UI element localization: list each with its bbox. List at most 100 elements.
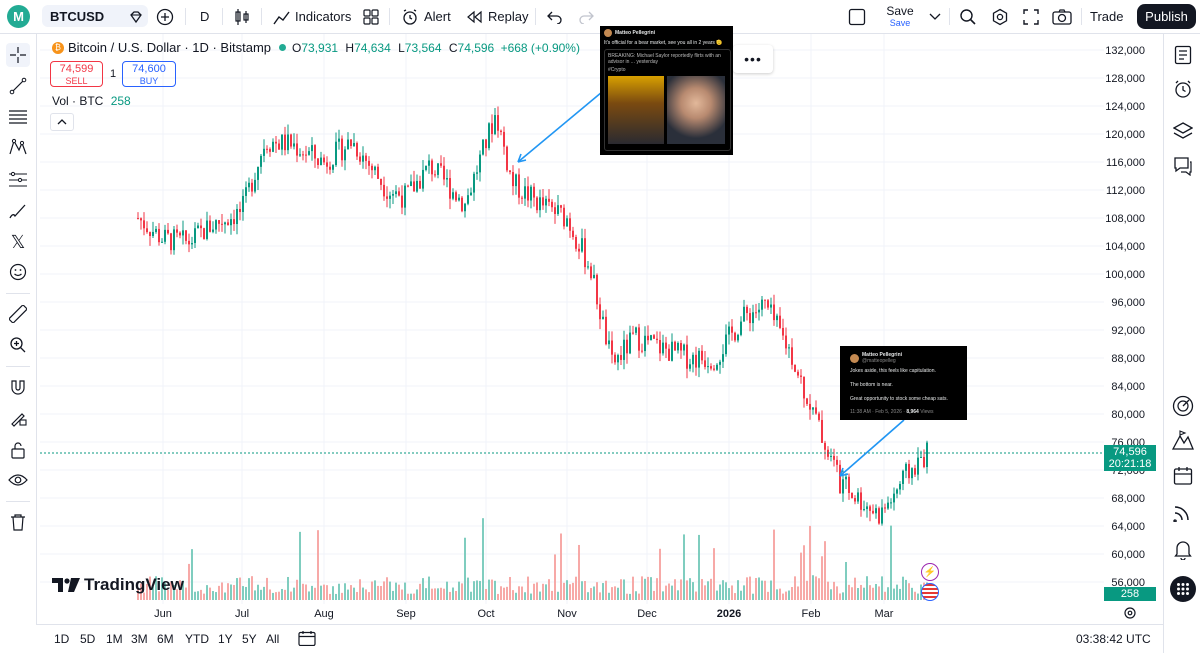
settings-icon[interactable]	[991, 0, 1009, 33]
publish-button[interactable]: Publish	[1137, 4, 1196, 29]
x-icon[interactable]: 𝕏	[10, 231, 26, 252]
pattern-icon[interactable]	[6, 135, 30, 159]
us-flag-icon[interactable]	[921, 583, 939, 601]
candle-body	[266, 148, 268, 150]
candles-icon[interactable]	[234, 0, 250, 33]
replay-button[interactable]: Replay	[488, 9, 529, 24]
symbol-title[interactable]: Bitcoin / U.S. Dollar · 1D · Bitstamp	[68, 40, 271, 55]
candle-body	[770, 304, 772, 308]
volume-bar	[626, 593, 628, 600]
chevron-down-icon[interactable]	[929, 0, 941, 33]
candle-body	[773, 304, 775, 321]
volume-bar	[878, 586, 880, 600]
volume-bar	[167, 589, 169, 600]
volume-bar	[770, 580, 772, 600]
candle-body	[851, 492, 853, 499]
candle-body	[668, 348, 670, 361]
volume-bar	[488, 579, 490, 600]
brush-icon[interactable]	[6, 199, 30, 223]
unlock-icon[interactable]	[6, 438, 30, 462]
volume-legend: Vol · BTC 258	[52, 94, 131, 108]
chat-icon[interactable]	[1171, 154, 1195, 178]
buy-button[interactable]: 74,600 BUY	[122, 61, 176, 87]
quick-search-icon[interactable]	[959, 0, 977, 33]
target-icon[interactable]	[1171, 394, 1195, 418]
timeframe-5y[interactable]: 5Y	[242, 632, 257, 646]
utc-clock[interactable]: 03:38:42 UTC	[1076, 632, 1151, 646]
calendar-icon[interactable]	[1171, 464, 1195, 488]
eye-icon[interactable]	[6, 468, 30, 492]
more-options-icon[interactable]: •••	[733, 45, 773, 73]
undo-icon[interactable]	[547, 0, 563, 33]
timeframe-1y[interactable]: 1Y	[218, 632, 233, 646]
replay-icon[interactable]	[466, 0, 482, 33]
indicators-icon[interactable]	[273, 0, 291, 33]
trade-button[interactable]: Trade	[1090, 9, 1124, 24]
crosshair-icon[interactable]	[6, 43, 30, 67]
trend-line-icon[interactable]	[6, 74, 30, 98]
candle-body	[473, 173, 475, 193]
alert-icon[interactable]	[401, 0, 419, 33]
timeframe-ytd[interactable]: YTD	[185, 632, 209, 646]
interval-button[interactable]: D	[200, 9, 210, 24]
projection-icon[interactable]	[6, 167, 30, 191]
collapse-legend-button[interactable]	[50, 113, 74, 131]
timeframe-1m[interactable]: 1M	[106, 632, 123, 646]
lightning-icon[interactable]: ⚡	[921, 563, 939, 581]
buy-price: 74,600	[132, 63, 166, 75]
add-symbol-icon[interactable]	[156, 0, 174, 33]
candle-body	[923, 456, 925, 468]
volume-bar	[311, 585, 313, 600]
time-tick-label: Jun	[154, 608, 172, 620]
ruler-icon[interactable]	[6, 302, 30, 326]
timeframe-6m[interactable]: 6M	[157, 632, 174, 646]
volume-bar	[881, 576, 883, 600]
fullscreen-icon[interactable]	[1023, 0, 1039, 33]
layout-icon[interactable]	[848, 0, 866, 33]
time-tick-label: 2026	[717, 608, 741, 620]
candle-body	[854, 498, 856, 502]
lock-draw-icon[interactable]	[6, 406, 30, 430]
sell-button[interactable]: 74,599 SELL	[50, 61, 103, 87]
apps-icon[interactable]	[1170, 576, 1196, 602]
watchlist-icon[interactable]	[1171, 43, 1195, 67]
date-range-icon[interactable]	[298, 630, 316, 649]
zoom-icon[interactable]	[6, 333, 30, 357]
alert-button[interactable]: Alert	[424, 9, 451, 24]
volume-bar	[164, 583, 166, 600]
timeframe-3m[interactable]: 3M	[131, 632, 148, 646]
timeframe-all[interactable]: All	[266, 632, 280, 646]
notifications-icon[interactable]	[1171, 538, 1195, 562]
save-button[interactable]: Save Save	[880, 4, 920, 28]
diamond-icon[interactable]	[128, 0, 144, 33]
price-tick-label: 128,000	[1105, 73, 1145, 85]
fib-icon[interactable]	[6, 105, 30, 129]
camera-icon[interactable]	[1052, 0, 1072, 33]
layers-icon[interactable]	[1171, 119, 1195, 143]
volume-bar	[344, 583, 346, 600]
candle-body	[872, 510, 874, 514]
logo[interactable]: M	[7, 5, 30, 28]
timeframe-1d[interactable]: 1D	[54, 632, 70, 646]
trash-icon[interactable]	[6, 510, 30, 534]
templates-icon[interactable]	[363, 0, 379, 33]
alerts-icon[interactable]	[1171, 77, 1195, 101]
ideas-icon[interactable]	[1171, 428, 1195, 452]
magnet-icon[interactable]	[6, 375, 30, 399]
news-icon[interactable]	[1171, 500, 1195, 524]
redo-icon[interactable]	[578, 0, 594, 33]
indicators-button[interactable]: Indicators	[295, 9, 352, 24]
volume-bar	[224, 592, 226, 600]
emoji-icon[interactable]	[6, 260, 30, 284]
volume-bar	[260, 589, 262, 600]
volume-bar	[362, 587, 364, 600]
symbol-search[interactable]: BTCUSD	[42, 5, 148, 27]
price-chart[interactable]: 56,00060,00064,00068,00072,00076,00080,0…	[0, 0, 1163, 624]
candle-body	[878, 508, 880, 524]
candle-body	[404, 185, 406, 208]
tradingview-mark-icon	[52, 578, 80, 592]
volume-bar	[656, 578, 658, 600]
tradingview-logo[interactable]: TradingView	[52, 575, 184, 595]
volume-bar	[494, 580, 496, 600]
timeframe-5d[interactable]: 5D	[80, 632, 96, 646]
